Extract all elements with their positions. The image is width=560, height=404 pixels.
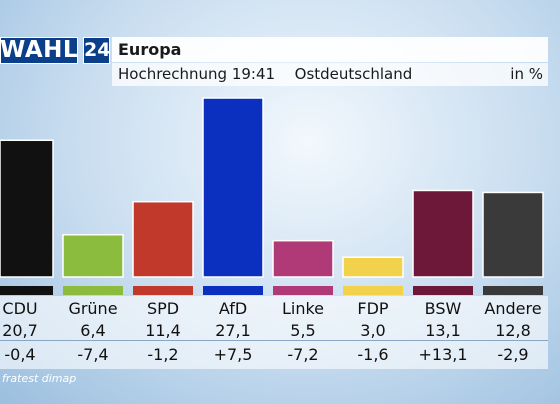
bar-bsw	[412, 189, 474, 278]
value-label: 13,1	[425, 321, 461, 340]
unit-label: in %	[510, 65, 543, 83]
subtitle-bar	[112, 63, 548, 86]
value-label: 11,4	[145, 321, 181, 340]
color-strip-afd	[203, 286, 263, 295]
value-label: 3,0	[360, 321, 386, 340]
table-divider	[0, 340, 548, 341]
party-label: SPD	[146, 299, 180, 318]
bar-linke	[272, 239, 334, 278]
party-label: Grüne	[68, 299, 118, 318]
change-label: +13,1	[418, 345, 468, 364]
color-strip-bsw	[413, 286, 473, 295]
color-strip-cdu	[0, 286, 53, 295]
change-label: -0,4	[4, 345, 36, 364]
title-bar	[112, 37, 548, 62]
bar-grüne	[62, 233, 124, 278]
party-label: AfD	[218, 299, 248, 318]
value-label: 12,8	[495, 321, 531, 340]
chart-subtitle: Hochrechnung 19:41 Ostdeutschland	[118, 63, 412, 86]
color-strip-andere	[483, 286, 543, 295]
bar-afd	[202, 97, 264, 278]
bar-fdp	[342, 256, 404, 278]
value-label: 6,4	[80, 321, 106, 340]
bar-cdu	[0, 139, 54, 278]
bar-andere	[482, 191, 544, 278]
region-label: Ostdeutschland	[294, 65, 413, 83]
value-label: 5,5	[290, 321, 316, 340]
value-label: 20,7	[2, 321, 38, 340]
projection-label: Hochrechnung 19:41	[118, 65, 276, 83]
color-strip-spd	[133, 286, 193, 295]
wahl-logo-number: 24	[83, 37, 110, 64]
party-label: CDU	[2, 299, 38, 318]
change-label: -1,6	[357, 345, 389, 364]
change-label: -2,9	[497, 345, 529, 364]
change-label: -1,2	[147, 345, 179, 364]
results-table	[0, 296, 548, 369]
chart-title: Europa	[118, 40, 182, 59]
source-credit: fratest dimap	[2, 372, 77, 385]
change-label: +7,5	[213, 345, 253, 364]
bar-spd	[132, 200, 194, 278]
party-label: Andere	[484, 299, 542, 318]
change-label: -7,2	[287, 345, 319, 364]
party-label: FDP	[357, 299, 389, 318]
color-strip-linke	[273, 286, 333, 295]
color-strip-grüne	[63, 286, 123, 295]
party-label: BSW	[424, 299, 462, 318]
wahl-logo-box	[0, 37, 78, 64]
party-label: Linke	[281, 299, 325, 318]
wahl-logo: WAHL	[0, 37, 79, 63]
change-label: -7,4	[77, 345, 109, 364]
value-label: 27,1	[215, 321, 251, 340]
color-strip-fdp	[343, 286, 403, 295]
